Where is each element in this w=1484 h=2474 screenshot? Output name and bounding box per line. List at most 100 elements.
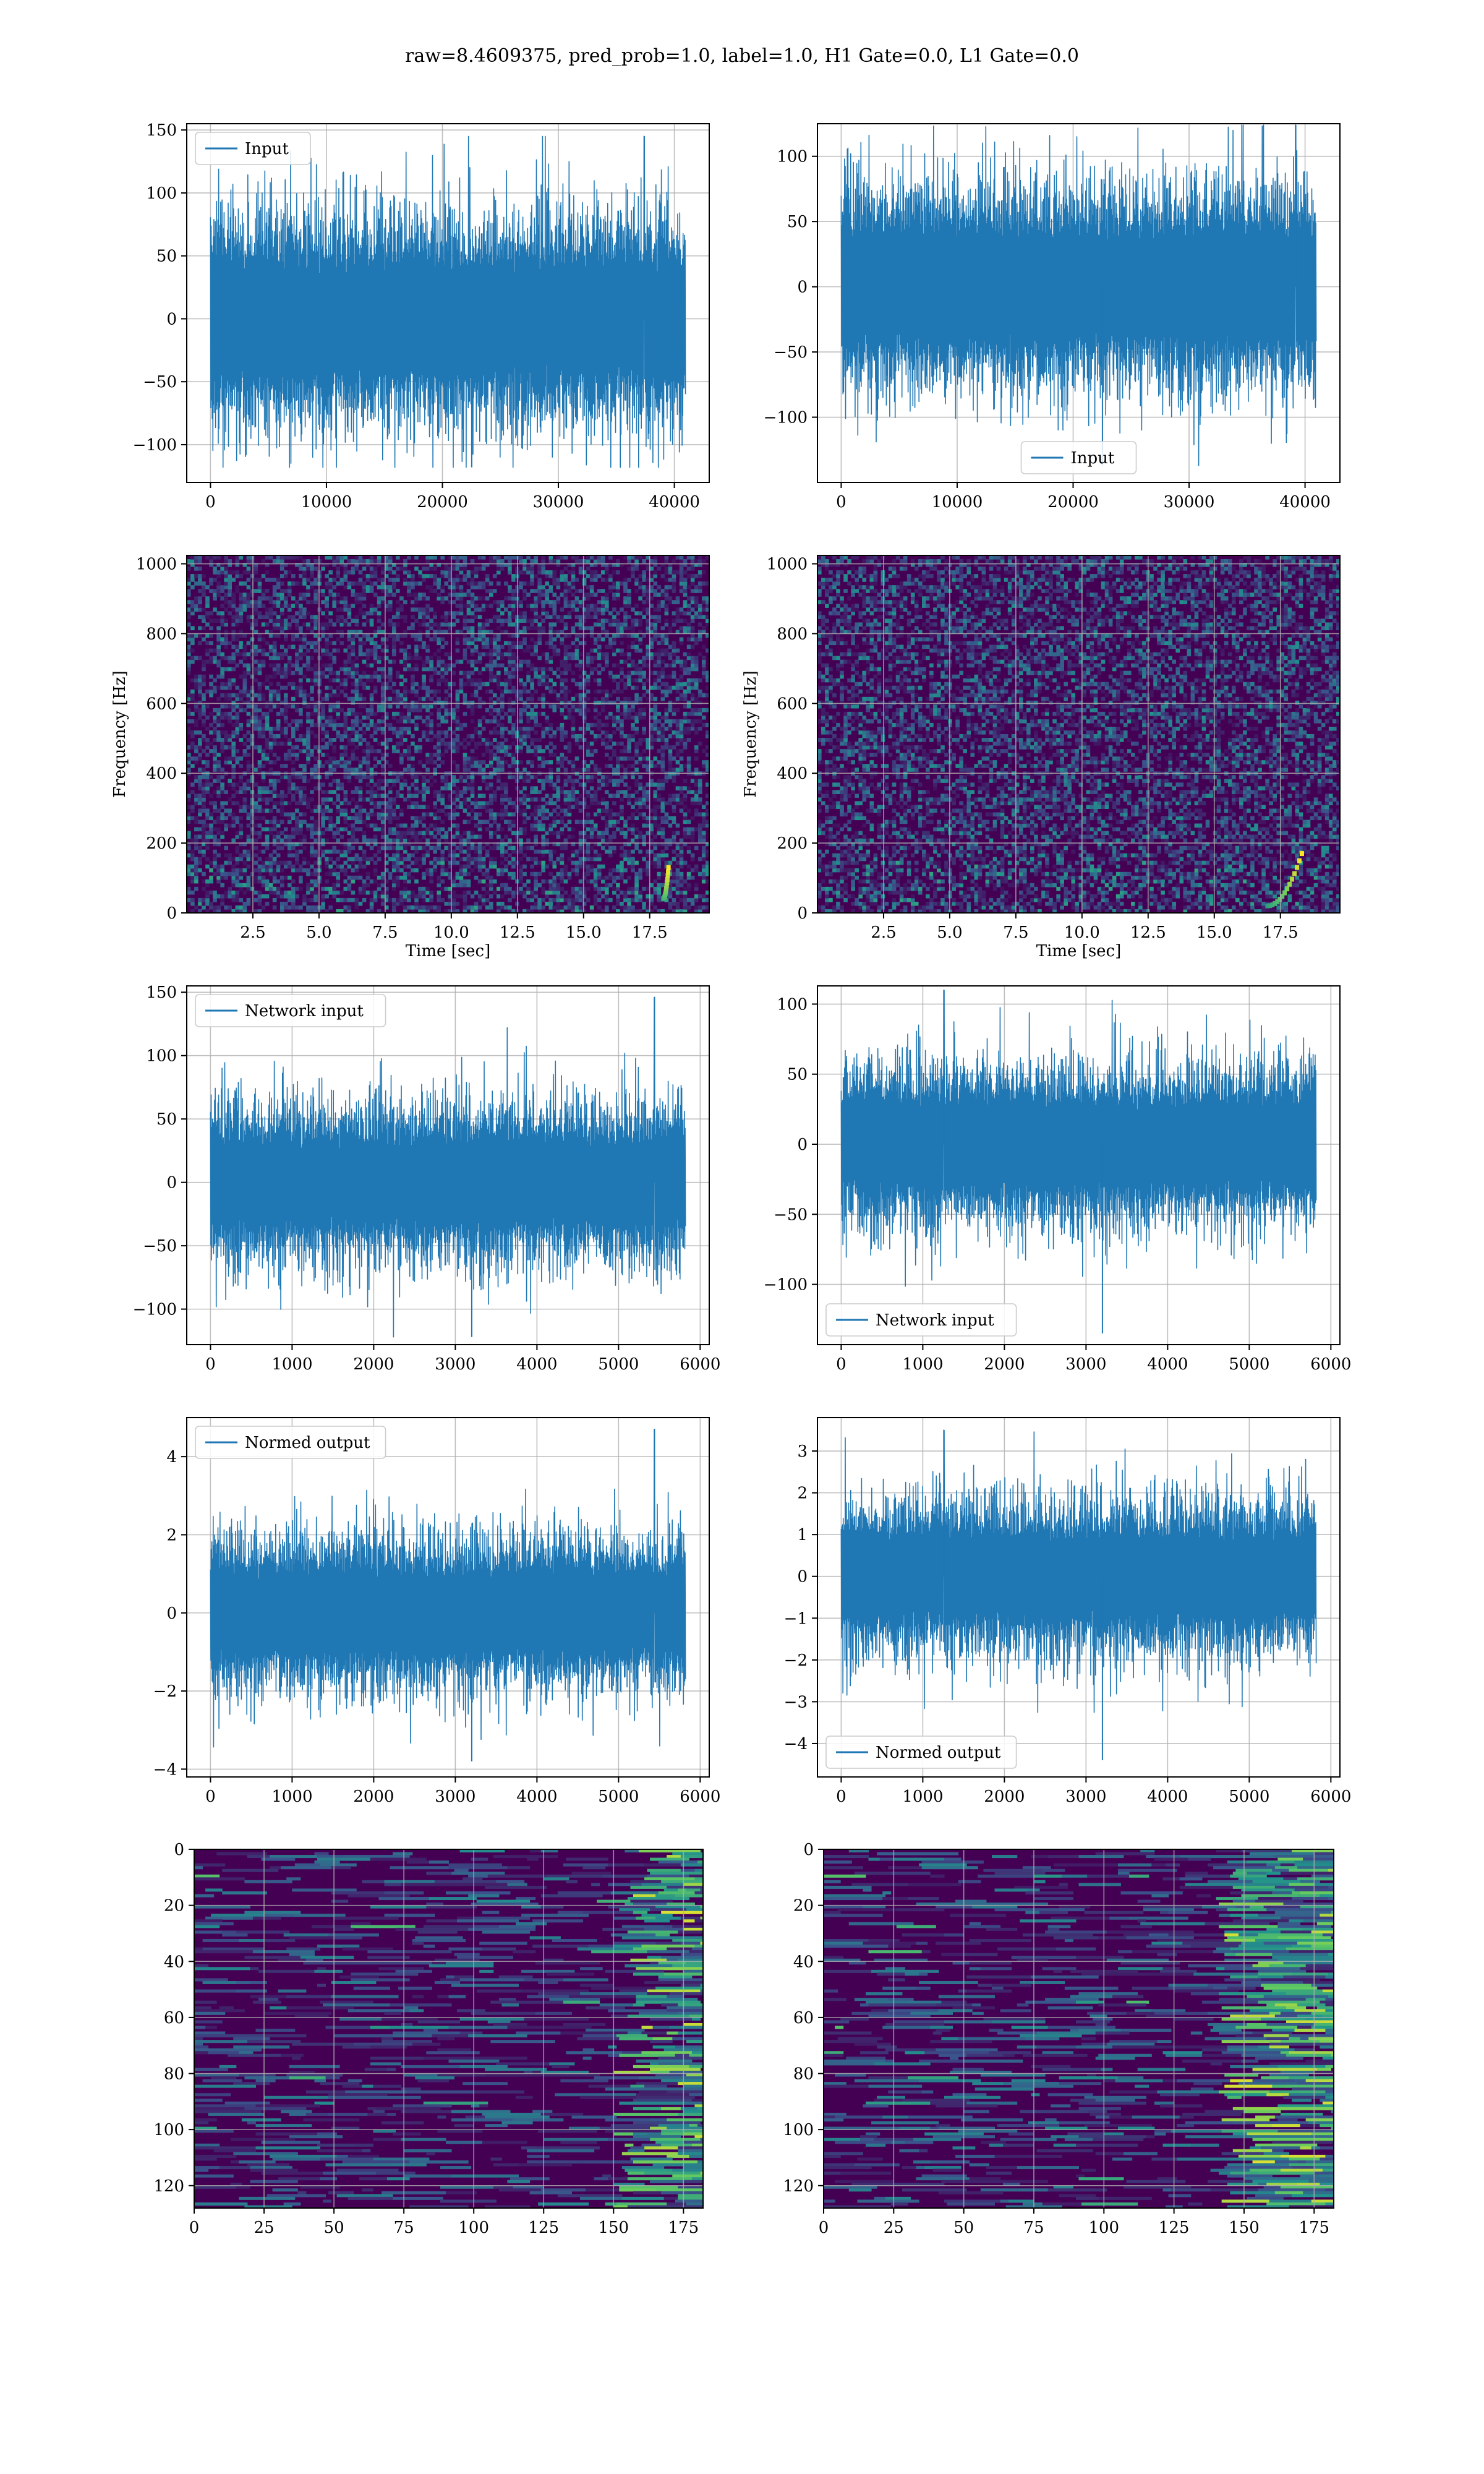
heatmap-cell: [351, 659, 356, 664]
heatmap-cell: [213, 749, 217, 753]
heatmap-cell: [377, 555, 382, 560]
heatmap-cell: [276, 719, 281, 724]
heatmap-cell: [384, 779, 389, 783]
heatmap-cell: [254, 719, 258, 724]
heatmap-cell: [198, 700, 202, 705]
heatmap-cell: [377, 719, 382, 724]
heatmap-cell: [242, 909, 247, 914]
heatmap-cell: [213, 894, 217, 899]
heatmap-cell: [373, 738, 378, 742]
heatmap-cell: [261, 682, 266, 687]
heatmap-cell: [287, 589, 292, 593]
heatmap-cell: [213, 864, 217, 869]
heatmap-cell: [545, 890, 550, 895]
heatmap-cell: [228, 600, 232, 604]
heatmap-cell: [268, 782, 273, 787]
heatmap-cell: [380, 637, 385, 642]
heatmap-cell: [399, 756, 404, 761]
heatmap-cell: [437, 730, 441, 735]
heatmap-cell: [216, 734, 221, 738]
heatmap-cell: [205, 831, 210, 836]
heatmap-cell: [231, 768, 236, 772]
heatmap-cell: [380, 742, 385, 746]
heatmap-cell: [228, 738, 232, 742]
heatmap-cell: [530, 775, 534, 779]
heatmap-cell: [369, 812, 374, 817]
heatmap-cell: [552, 648, 557, 653]
heatmap-cell: [328, 849, 333, 854]
heatmap-cell: [530, 726, 534, 731]
heatmap-cell: [481, 897, 486, 902]
heatmap-cell: [541, 890, 546, 895]
heatmap-cell: [351, 797, 356, 802]
heatmap-cell: [279, 644, 284, 649]
heatmap-cell: [213, 905, 217, 910]
heatmap-cell: [470, 637, 475, 642]
heatmap-cell: [508, 652, 512, 657]
heatmap-cell: [276, 593, 281, 597]
heatmap-cell: [310, 886, 314, 891]
heatmap-cell: [488, 756, 493, 761]
heatmap-cell: [216, 820, 221, 824]
heatmap-cell: [508, 897, 512, 902]
heatmap-cell: [459, 838, 464, 843]
heatmap-cell: [339, 559, 344, 563]
heatmap-cell: [336, 693, 341, 698]
heatmap-cell: [250, 704, 255, 709]
heatmap-cell: [202, 805, 206, 810]
heatmap-cell: [287, 749, 292, 753]
heatmap-cell: [328, 871, 333, 876]
heatmap-cell: [369, 838, 374, 843]
heatmap-cell: [508, 886, 512, 891]
heatmap-cell: [437, 696, 441, 701]
heatmap-cell: [504, 555, 508, 560]
heatmap-cell: [440, 589, 445, 593]
heatmap-cell: [369, 611, 374, 615]
heatmap-cell: [358, 886, 363, 891]
heatmap-cell: [231, 820, 236, 824]
heatmap-cell: [268, 696, 273, 701]
heatmap-cell: [380, 589, 385, 593]
heatmap-cell: [466, 857, 471, 862]
heatmap-cell: [194, 820, 198, 824]
heatmap-cell: [511, 890, 516, 895]
heatmap-cell: [470, 749, 475, 753]
heatmap-cell: [451, 901, 456, 906]
heatmap-cell: [440, 779, 445, 783]
heatmap-cell: [325, 663, 329, 668]
heatmap-cell: [239, 790, 244, 794]
heatmap-cell: [496, 760, 501, 764]
heatmap-cell: [276, 853, 281, 858]
heatmap-cell: [321, 563, 325, 567]
heatmap-cell: [414, 794, 419, 798]
heatmap-cell: [463, 790, 467, 794]
heatmap-cell: [302, 637, 307, 642]
heatmap-cell: [216, 585, 221, 589]
heatmap-cell: [522, 708, 527, 713]
heatmap-cell: [358, 693, 363, 698]
heatmap-cell: [407, 593, 411, 597]
heatmap-cell: [451, 797, 456, 802]
heatmap-cell: [343, 897, 348, 902]
heatmap-cell: [466, 883, 471, 888]
heatmap-cell: [422, 615, 426, 619]
heatmap-cell: [425, 812, 430, 817]
heatmap-cell: [444, 596, 449, 601]
heatmap-cell: [485, 682, 490, 687]
heatmap-cell: [302, 734, 307, 738]
heatmap-cell: [444, 704, 449, 709]
heatmap-cell: [190, 868, 195, 873]
heatmap-cell: [325, 596, 329, 601]
heatmap-cell: [552, 730, 557, 735]
heatmap-cell: [321, 831, 325, 836]
heatmap-cell: [470, 626, 475, 631]
heatmap-cell: [407, 708, 411, 713]
heatmap-cell: [448, 812, 453, 817]
heatmap-cell: [246, 849, 251, 854]
heatmap-cell: [451, 749, 456, 753]
heatmap-cell: [362, 596, 367, 601]
heatmap-cell: [433, 581, 437, 586]
heatmap-cell: [306, 667, 310, 672]
heatmap-cell: [511, 667, 516, 672]
heatmap-cell: [508, 567, 512, 571]
